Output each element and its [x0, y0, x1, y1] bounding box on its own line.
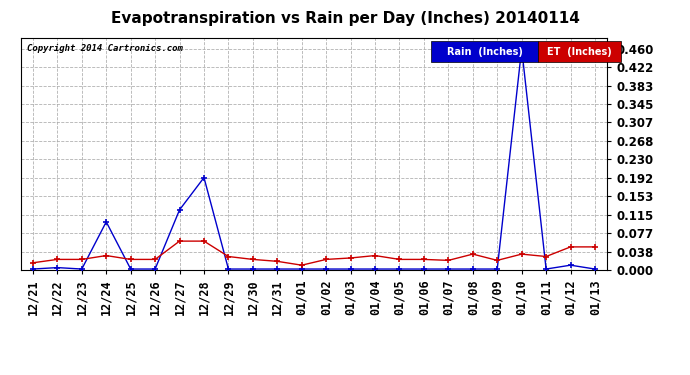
Text: Rain  (Inches): Rain (Inches) — [447, 46, 522, 57]
Text: ET  (Inches): ET (Inches) — [547, 46, 612, 57]
Text: Evapotranspiration vs Rain per Day (Inches) 20140114: Evapotranspiration vs Rain per Day (Inch… — [110, 11, 580, 26]
Text: Copyright 2014 Cartronics.com: Copyright 2014 Cartronics.com — [26, 45, 182, 54]
